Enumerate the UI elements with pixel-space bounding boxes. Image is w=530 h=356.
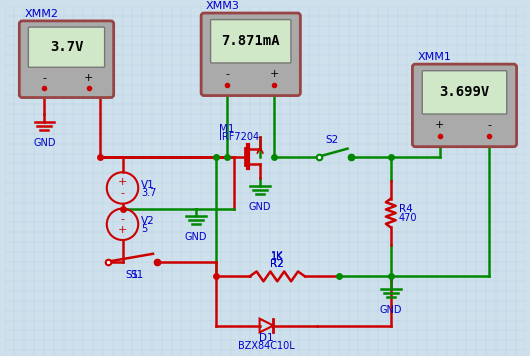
Text: GND: GND xyxy=(379,305,402,315)
Text: IRF7204: IRF7204 xyxy=(219,132,259,142)
Text: D1: D1 xyxy=(259,334,274,344)
Text: R2: R2 xyxy=(270,258,284,268)
Text: -: - xyxy=(225,69,229,79)
FancyBboxPatch shape xyxy=(201,13,301,95)
Text: 3.7V: 3.7V xyxy=(50,40,83,54)
FancyBboxPatch shape xyxy=(412,64,517,147)
Text: 5: 5 xyxy=(141,224,147,234)
Text: -: - xyxy=(120,188,125,198)
Text: +: + xyxy=(118,177,127,188)
Text: 470: 470 xyxy=(399,213,417,223)
Text: +: + xyxy=(118,225,127,235)
Text: S1: S1 xyxy=(130,269,144,279)
Text: GND: GND xyxy=(185,232,207,242)
Text: V1: V1 xyxy=(141,180,155,190)
Text: V2: V2 xyxy=(141,216,155,226)
Text: +: + xyxy=(84,73,93,83)
Text: S1: S1 xyxy=(126,269,139,279)
Text: XMM1: XMM1 xyxy=(417,52,451,62)
Text: +: + xyxy=(435,120,445,130)
Text: R2: R2 xyxy=(270,258,284,268)
Text: XMM2: XMM2 xyxy=(24,9,58,19)
FancyBboxPatch shape xyxy=(29,27,104,67)
Text: S2: S2 xyxy=(325,135,339,145)
Text: -: - xyxy=(42,73,47,83)
Text: GND: GND xyxy=(249,202,271,212)
Text: 3.699V: 3.699V xyxy=(439,85,490,99)
FancyBboxPatch shape xyxy=(19,21,113,98)
Text: -: - xyxy=(487,120,491,130)
FancyBboxPatch shape xyxy=(422,71,507,114)
Text: XMM3: XMM3 xyxy=(206,1,240,11)
Text: 1K: 1K xyxy=(271,251,284,261)
Text: -: - xyxy=(120,214,125,224)
Text: +: + xyxy=(269,69,279,79)
Text: M1: M1 xyxy=(219,124,234,134)
Text: R4: R4 xyxy=(399,204,412,214)
Text: BZX84C10L: BZX84C10L xyxy=(238,341,295,351)
Text: 1K: 1K xyxy=(271,252,284,262)
Text: GND: GND xyxy=(33,138,56,148)
Text: 7.871mA: 7.871mA xyxy=(222,34,280,48)
FancyBboxPatch shape xyxy=(210,20,291,63)
Text: 3.7: 3.7 xyxy=(141,188,156,198)
